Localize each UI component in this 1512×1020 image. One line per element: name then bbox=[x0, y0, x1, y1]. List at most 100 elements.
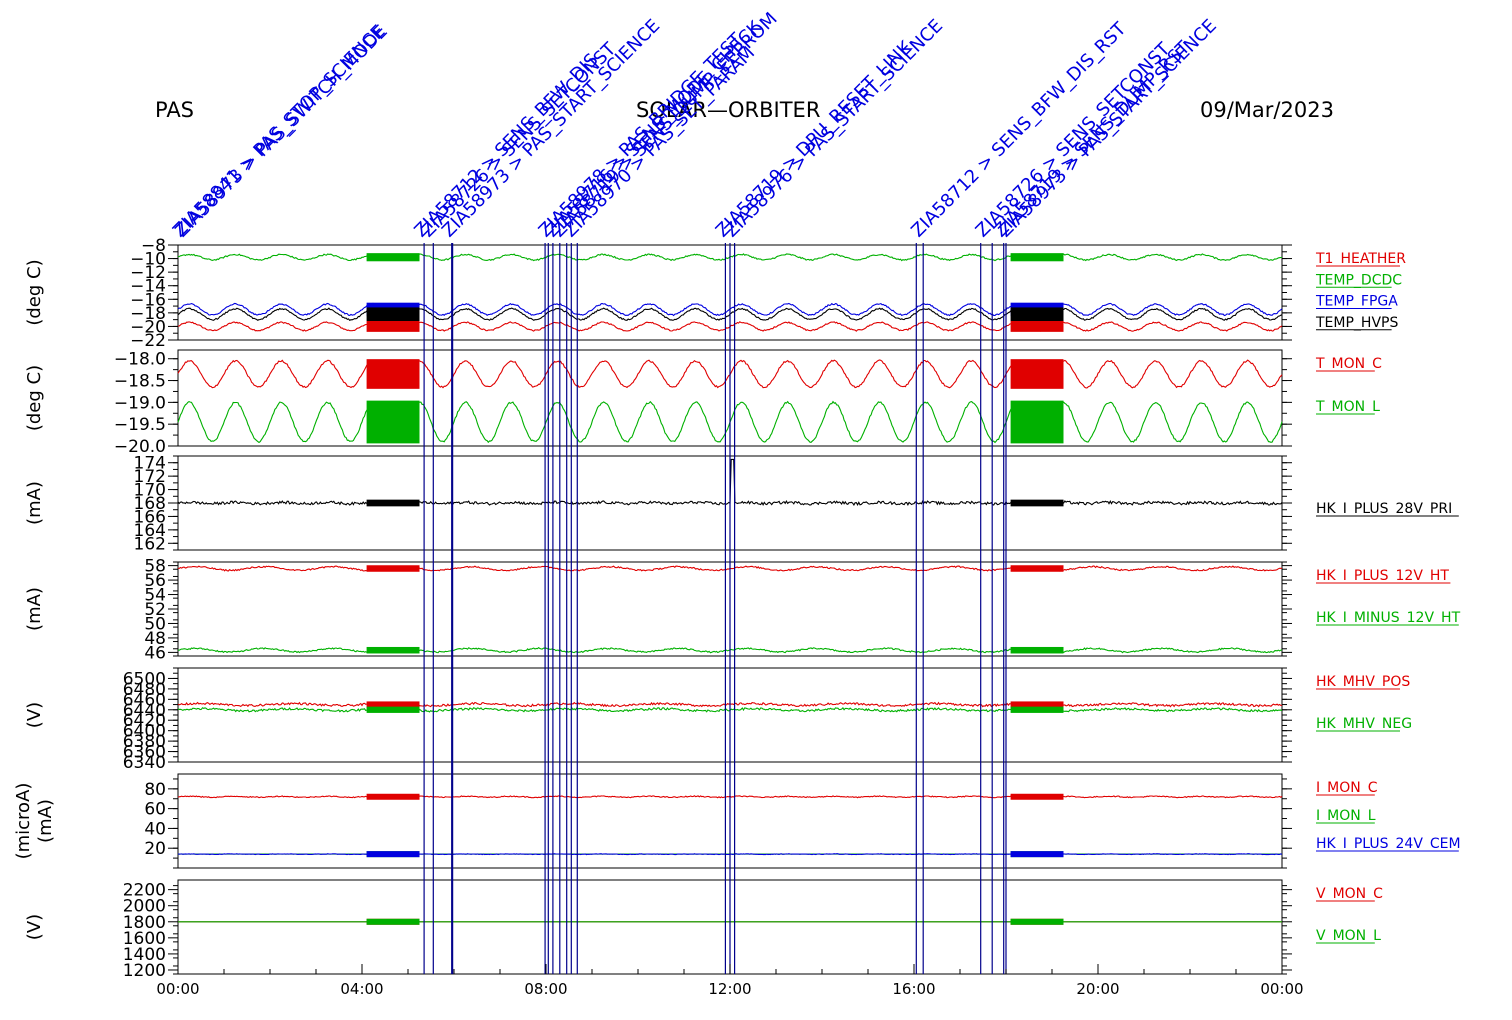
event-lines bbox=[423, 243, 1007, 974]
high-rate-block-temp-dcdc bbox=[1010, 253, 1064, 262]
y-tick-label: 6400 bbox=[123, 722, 166, 742]
y-tick-label: −20 bbox=[130, 317, 166, 337]
y-axis-label: (mA) bbox=[24, 481, 45, 525]
y-axis-label: (mA) bbox=[35, 799, 56, 843]
x-tick-label: 00:00 bbox=[1260, 980, 1303, 998]
legend-temp-hvps: TEMP_HVPS bbox=[1315, 315, 1398, 331]
y-tick-label: 164 bbox=[134, 521, 166, 541]
y-axis-label: (deg C) bbox=[24, 365, 45, 431]
y-tick-label: −8 bbox=[141, 236, 166, 256]
panel-2: −18.0−18.5−19.0−19.5−20.0 (deg C) T_MON_C T… bbox=[24, 349, 1382, 457]
high-rate-block-t1-heather bbox=[366, 321, 420, 332]
y-tick-label: 162 bbox=[134, 534, 166, 554]
y-tick-label: 170 bbox=[134, 481, 166, 501]
y-tick-label: −18.5 bbox=[114, 372, 166, 392]
y-axis-label: (microA) bbox=[13, 783, 34, 860]
y-tick-label: 6440 bbox=[123, 701, 166, 721]
legend-hk-i-minus-12v-ht: HK_I_MINUS_12V_HT bbox=[1316, 610, 1461, 626]
event-label: ZIA58973 > PAS_START_SCIENCE bbox=[438, 15, 664, 241]
high-rate-block-hk-i-plus-12v-ht bbox=[366, 565, 420, 572]
high-rate-block-hk-mhv-pos bbox=[366, 701, 420, 708]
y-tick-label: 80 bbox=[144, 780, 166, 800]
y-tick-label: −12 bbox=[130, 263, 166, 283]
high-rate-block-hk-i-minus-12v-ht bbox=[1010, 646, 1064, 654]
y-tick-label: −18 bbox=[130, 304, 166, 324]
high-rate-block-hk-i-plus-28v-pri bbox=[366, 499, 420, 507]
y-tick-label: 60 bbox=[144, 800, 166, 820]
y-tick-label: −22 bbox=[130, 331, 166, 351]
high-rate-block-t-mon-c bbox=[1010, 359, 1064, 389]
high-rate-block-t-mon-l bbox=[1010, 400, 1064, 444]
y-tick-label: 166 bbox=[134, 507, 166, 527]
high-rate-block-temp-hvps bbox=[366, 307, 420, 321]
y-axis-label: (V) bbox=[24, 702, 45, 728]
y-tick-label: 6420 bbox=[123, 711, 166, 731]
y-tick-label: −14 bbox=[130, 277, 166, 297]
y-tick-label: 46 bbox=[144, 643, 166, 663]
y-tick-label: 48 bbox=[144, 629, 166, 649]
x-tick-label: 00:00 bbox=[156, 980, 199, 998]
x-tick-label: 12:00 bbox=[708, 980, 751, 998]
high-rate-block-hk-i-minus-12v-ht bbox=[366, 646, 420, 654]
legend-temp-fpga: TEMP_FPGA bbox=[1315, 294, 1398, 310]
y-tick-label: −19.0 bbox=[114, 393, 166, 413]
high-rate-block-v-mon-l bbox=[366, 918, 420, 925]
y-tick-label: 50 bbox=[144, 614, 166, 634]
legend-hk-mhv-pos: HK_MHV_POS bbox=[1316, 674, 1410, 690]
y-axis-label: (deg C) bbox=[24, 259, 45, 325]
high-rate-block-i-mon-c bbox=[1010, 793, 1064, 800]
y-tick-label: 6460 bbox=[123, 690, 166, 710]
y-tick-label: 6340 bbox=[123, 753, 166, 773]
legend-t-mon-l: T_MON_L bbox=[1315, 399, 1380, 415]
legend-v-mon-c: V_MON_C bbox=[1316, 886, 1383, 902]
legend-i-mon-l: I_MON_L bbox=[1316, 808, 1376, 824]
legend-hk-i-plus-28v-pri: HK_I_PLUS_28V_PRI bbox=[1316, 501, 1452, 517]
event-label: ZIA58973 > PAS_SWITCH_MODE bbox=[171, 21, 391, 241]
high-rate-block-temp-dcdc bbox=[366, 253, 420, 262]
y-tick-label: 1200 bbox=[123, 961, 166, 981]
panel-1: −8−10−12−14−16−18−20−22 (deg C) T1_HEATHER… bbox=[24, 236, 1406, 351]
header-mission: SOLAR—ORBITER bbox=[636, 98, 820, 122]
y-tick-label: 2000 bbox=[123, 897, 166, 917]
legend-t1-heather: T1_HEATHER bbox=[1315, 251, 1406, 267]
y-tick-label: 58 bbox=[144, 557, 166, 577]
legend-hk-mhv-neg: HK_MHV_NEG bbox=[1316, 716, 1412, 732]
y-tick-label: −16 bbox=[130, 290, 166, 310]
y-tick-label: 56 bbox=[144, 571, 166, 591]
y-tick-label: 1800 bbox=[123, 913, 166, 933]
high-rate-block-hk-mhv-pos bbox=[1010, 701, 1064, 708]
y-tick-label: 6480 bbox=[123, 680, 166, 700]
y-tick-label: 54 bbox=[144, 586, 166, 606]
x-axis: 00:00 04:00 08:00 12:00 16:00 20:00 00:00 bbox=[156, 964, 1304, 998]
y-tick-label: 174 bbox=[134, 454, 166, 474]
high-rate-block-t-mon-c bbox=[366, 359, 420, 389]
x-tick-label: 08:00 bbox=[524, 980, 567, 998]
y-axis-label: (mA) bbox=[24, 587, 45, 631]
legend-i-mon-c: I_MON_C bbox=[1316, 780, 1378, 796]
legend-temp-dcdc: TEMP_DCDC bbox=[1315, 272, 1402, 288]
high-rate-block-i-mon-c bbox=[366, 793, 420, 800]
y-tick-label: 168 bbox=[134, 494, 166, 514]
x-tick-label: 04:00 bbox=[340, 980, 383, 998]
y-tick-label: 6380 bbox=[123, 732, 166, 752]
y-tick-label: 172 bbox=[134, 467, 166, 487]
high-rate-block-t-mon-l bbox=[366, 400, 420, 444]
y-tick-label: −19.5 bbox=[114, 415, 166, 435]
y-tick-label: 20 bbox=[144, 839, 166, 859]
y-axis-label: (V) bbox=[24, 914, 45, 940]
high-rate-block-hk-mhv-neg bbox=[1010, 706, 1064, 713]
legend-v-mon-l: V_MON_L bbox=[1316, 928, 1381, 944]
high-rate-block-v-mon-l bbox=[1010, 918, 1064, 925]
y-tick-label: 6500 bbox=[123, 669, 166, 689]
panels: −8−10−12−14−16−18−20−22 (deg C) T1_HEATHER… bbox=[13, 236, 1461, 981]
high-rate-block-temp-hvps bbox=[1010, 307, 1064, 321]
y-tick-label: 40 bbox=[144, 819, 166, 839]
header-instrument: PAS bbox=[155, 98, 194, 122]
y-tick-label: 1600 bbox=[123, 929, 166, 949]
y-tick-label: 2200 bbox=[123, 881, 166, 901]
